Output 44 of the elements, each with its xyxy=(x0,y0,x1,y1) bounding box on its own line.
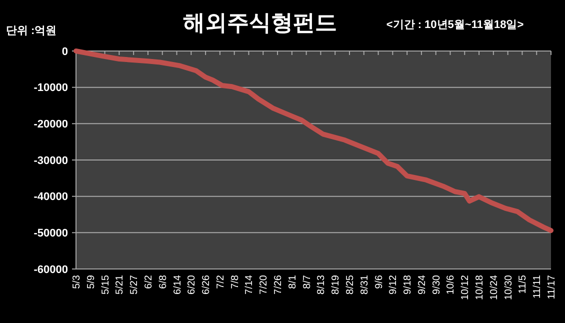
y-tick-label: 0 xyxy=(62,46,68,58)
x-tick-label: 5/21 xyxy=(114,274,126,294)
chart-subtitle: <기간 : 10년5월~11월18일> xyxy=(386,19,524,31)
x-tick-label: 9/18 xyxy=(402,274,414,294)
x-tick-label: 9/6 xyxy=(374,274,385,289)
x-tick-label: 8/13 xyxy=(316,274,328,294)
x-tick-label: 5/27 xyxy=(129,274,140,294)
x-tick-label: 10/18 xyxy=(474,274,486,300)
x-tick-label: 8/1 xyxy=(287,274,298,289)
y-tick-label: -40000 xyxy=(34,191,68,204)
x-tick-label: 6/14 xyxy=(172,274,184,294)
chart-title: 해외주식형펀드 xyxy=(183,10,337,35)
x-tick-label: 6/26 xyxy=(201,274,212,294)
x-tick-label: 8/7 xyxy=(302,274,313,289)
y-tick-label: -10000 xyxy=(34,82,68,94)
x-tick-label: 11/11 xyxy=(532,274,544,299)
x-tick-label: 5/15 xyxy=(100,274,112,294)
x-tick-label: 7/26 xyxy=(273,274,284,294)
x-tick-label: 7/20 xyxy=(258,274,270,294)
text: 단위 :억원 xyxy=(6,25,57,37)
x-tick-label: 6/20 xyxy=(186,274,198,294)
x-tick-label: 5/9 xyxy=(86,274,97,289)
x-tick-label: 11/5 xyxy=(518,274,529,294)
x-tick-label: 11/17 xyxy=(546,274,558,300)
x-tick-label: 6/8 xyxy=(158,274,169,289)
x-tick-label: 8/19 xyxy=(330,274,342,294)
y-tick-label: -30000 xyxy=(34,154,68,167)
y-tick-label: -60000 xyxy=(34,264,68,276)
x-tick-label: 5/3 xyxy=(72,274,82,289)
x-tick-label: 6/2 xyxy=(143,274,154,289)
x-tick-label: 10/6 xyxy=(446,274,457,294)
x-tick-label: 10/24 xyxy=(488,274,500,300)
x-tick-label: 10/12 xyxy=(460,274,472,300)
x-tick-label: 8/31 xyxy=(359,274,370,294)
x-tick-label: 9/24 xyxy=(416,274,428,294)
x-tick-label: 8/25 xyxy=(344,274,356,294)
x-tick-label: 7/2 xyxy=(215,274,226,289)
x-tick-label: 7/14 xyxy=(244,274,256,294)
x-tick-label: 10/30 xyxy=(503,274,514,300)
x-tick-label: 9/12 xyxy=(388,274,400,294)
y-tick-label: -20000 xyxy=(34,118,68,131)
x-tick-label: 7/8 xyxy=(230,274,241,289)
x-tick-label: 9/30 xyxy=(431,274,442,294)
y-tick-label: -50000 xyxy=(34,228,68,240)
